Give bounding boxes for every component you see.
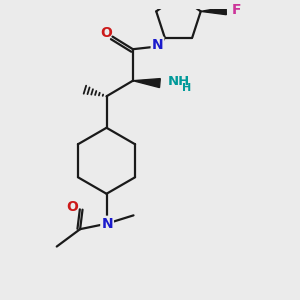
Polygon shape: [133, 79, 160, 88]
Text: O: O: [66, 200, 78, 214]
Text: N: N: [152, 38, 163, 52]
Text: H: H: [182, 83, 191, 94]
Text: NH: NH: [168, 75, 190, 88]
Text: F: F: [232, 3, 241, 17]
Text: O: O: [100, 26, 112, 40]
Text: N: N: [101, 217, 113, 231]
Polygon shape: [201, 7, 226, 15]
